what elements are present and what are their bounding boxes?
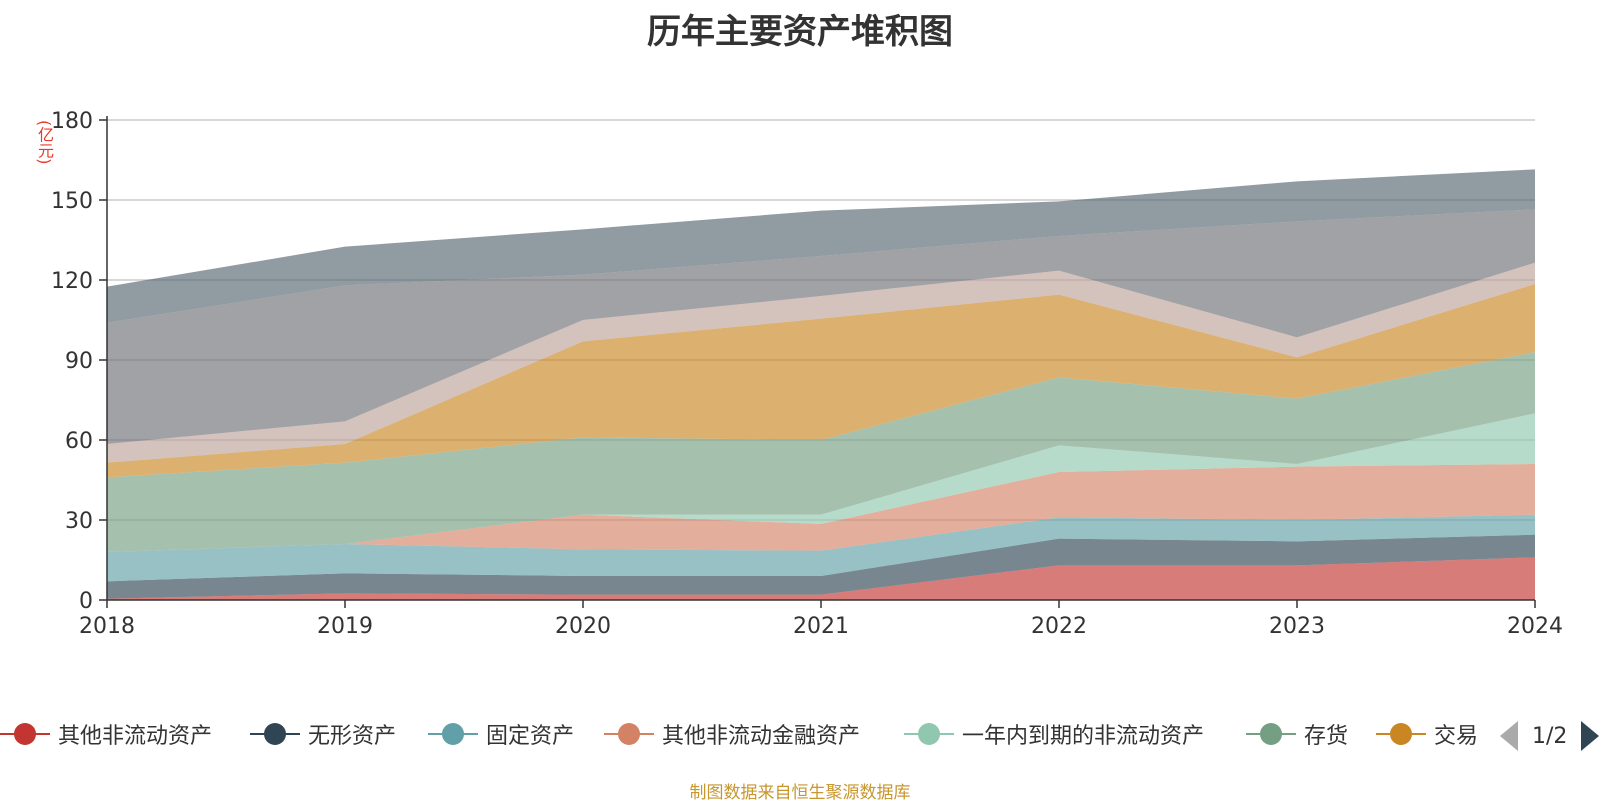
y-tick-label: 120 bbox=[51, 269, 93, 294]
legend-pager: 1/2 bbox=[1500, 718, 1600, 754]
area-series-layer bbox=[107, 169, 1535, 600]
area-series-3[interactable] bbox=[107, 464, 1535, 552]
legend-label: 一年内到期的非流动资产 bbox=[962, 724, 1205, 749]
legend-page-indicator: 1/2 bbox=[1532, 723, 1568, 749]
data-source-note: 制图数据来自恒生聚源数据库 bbox=[689, 783, 911, 803]
area-series-2[interactable] bbox=[107, 514, 1535, 582]
y-tick-label: 60 bbox=[65, 429, 93, 454]
legend-item[interactable]: 其他非流动资产 bbox=[0, 716, 212, 752]
legend-marker-icon bbox=[0, 716, 50, 752]
area-series-7[interactable] bbox=[107, 262, 1535, 463]
y-tick-label: 180 bbox=[51, 109, 93, 134]
legend-item[interactable]: 存货 bbox=[1246, 716, 1348, 752]
legend-label: 固定资产 bbox=[486, 724, 575, 749]
y-tick-label: 150 bbox=[51, 189, 93, 214]
legend-label: 其他非流动资产 bbox=[58, 724, 213, 749]
x-tick-label: 2021 bbox=[793, 614, 849, 639]
x-tick-label: 2020 bbox=[555, 614, 611, 639]
legend-item[interactable]: 无形资产 bbox=[250, 716, 396, 752]
x-tick-label: 2023 bbox=[1269, 614, 1325, 639]
x-tick-label: 2024 bbox=[1507, 614, 1563, 639]
axes: 0 30 60 90 120 150 180 2018 2019 2020 2021 2022 2023… bbox=[51, 109, 1563, 639]
chart-title: 历年主要资产堆积图 bbox=[647, 12, 953, 52]
y-axis-unit-label: (亿元) bbox=[35, 120, 54, 165]
legend-item[interactable]: 一年内到期的非流动资产 bbox=[904, 716, 1204, 752]
legend-label: 存货 bbox=[1304, 724, 1349, 749]
x-tick-label: 2018 bbox=[79, 614, 135, 639]
legend-marker-icon bbox=[428, 716, 478, 752]
chart-legend: 其他非流动资产 无形资产 固定资产 其他非流动金融资产 一年内到期的非流动资产 存货 交易 bbox=[0, 716, 1600, 752]
legend-marker-icon bbox=[1376, 716, 1426, 752]
area-series-1[interactable] bbox=[107, 534, 1535, 599]
y-tick-label: 30 bbox=[65, 509, 93, 534]
x-tick-label: 2019 bbox=[317, 614, 373, 639]
area-series-9[interactable] bbox=[107, 169, 1535, 323]
area-series-0[interactable] bbox=[107, 557, 1535, 600]
legend-item[interactable]: 固定资产 bbox=[428, 716, 574, 752]
y-tick-label: 90 bbox=[65, 349, 93, 374]
legend-marker-icon bbox=[604, 716, 654, 752]
legend-item[interactable]: 交易 bbox=[1376, 716, 1478, 752]
legend-label: 交易 bbox=[1434, 724, 1479, 749]
legend-item[interactable]: 其他非流动金融资产 bbox=[604, 716, 860, 752]
area-series-5[interactable] bbox=[107, 352, 1535, 552]
area-series-8[interactable] bbox=[107, 209, 1535, 444]
legend-marker-icon bbox=[904, 716, 954, 752]
y-tick-label: 0 bbox=[79, 589, 93, 614]
stacked-area-chart: 0 30 60 90 120 150 180 2018 2019 2020 2021 2022 2023… bbox=[51, 109, 1563, 639]
legend-label: 无形资产 bbox=[308, 724, 397, 749]
legend-marker-icon bbox=[1246, 716, 1296, 752]
legend-prev-page-icon[interactable] bbox=[1500, 721, 1518, 751]
legend-marker-icon bbox=[250, 716, 300, 752]
x-tick-label: 2022 bbox=[1031, 614, 1087, 639]
legend-next-page-icon[interactable] bbox=[1581, 721, 1600, 751]
legend-label: 其他非流动金融资产 bbox=[662, 724, 861, 749]
area-series-6[interactable] bbox=[107, 284, 1535, 478]
